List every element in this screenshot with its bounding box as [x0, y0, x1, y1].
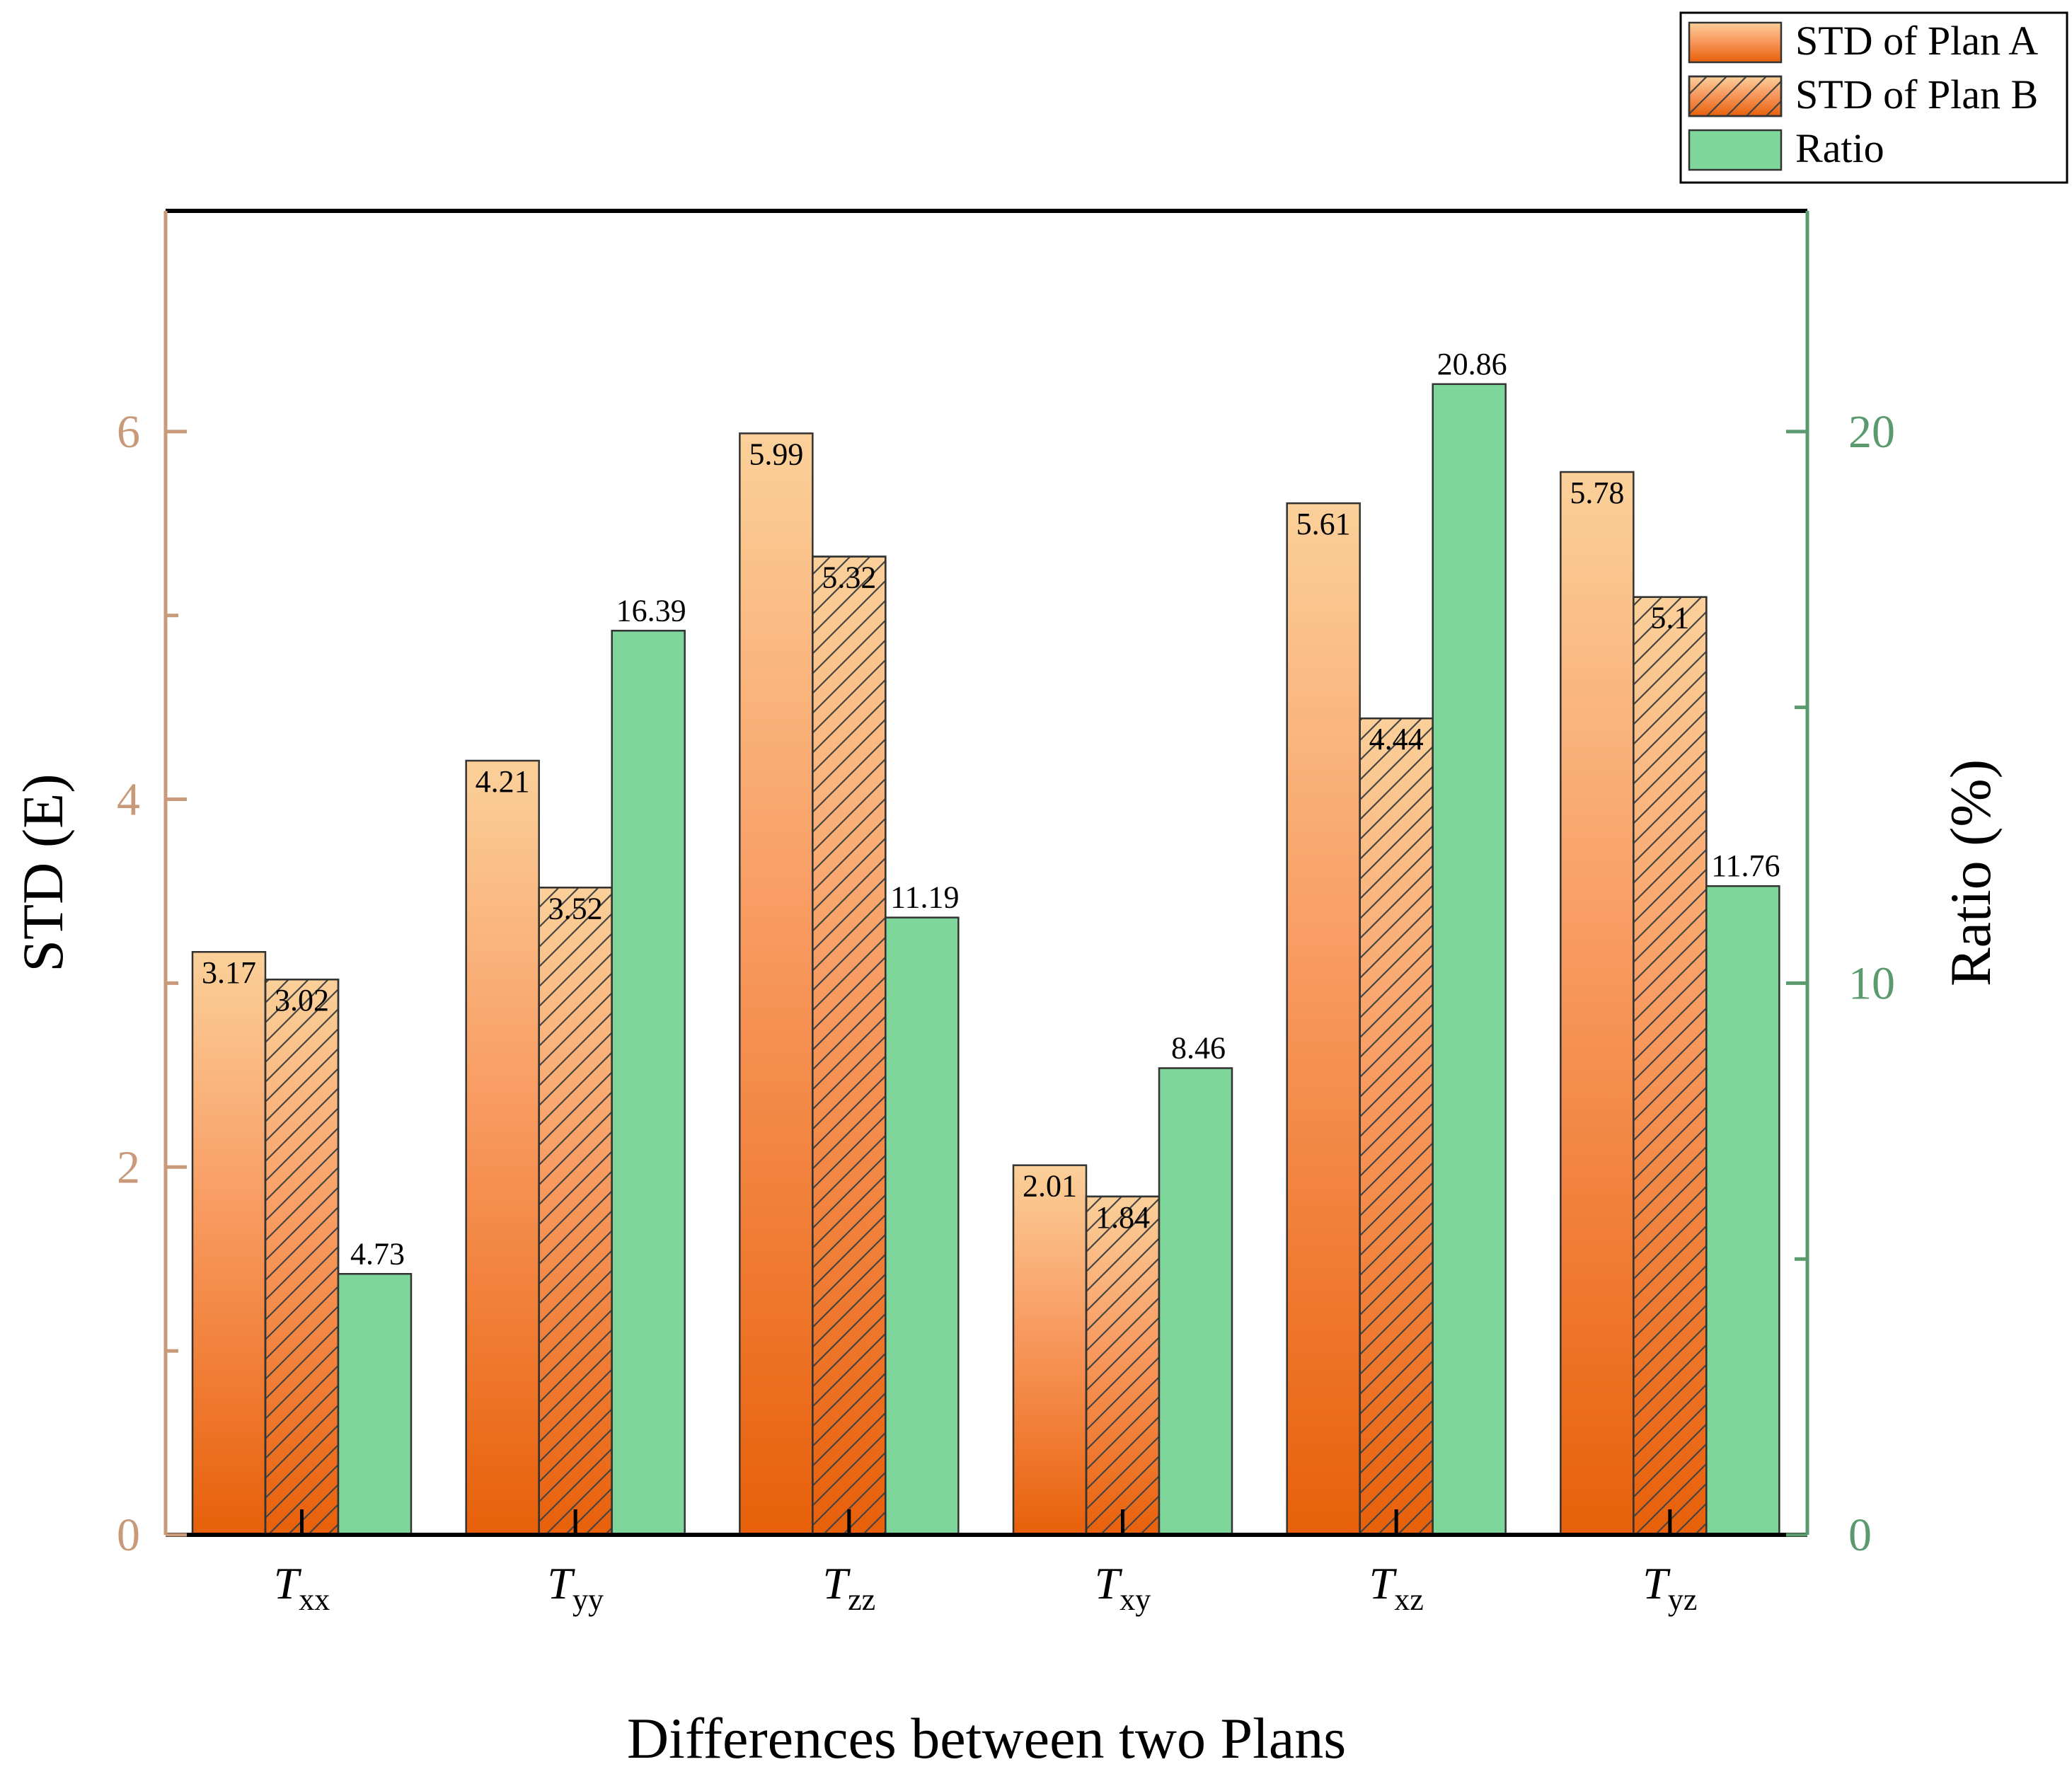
bar-std-of-plan-b-tyy-hatch — [538, 887, 613, 1536]
data-label: 5.1 — [1650, 601, 1689, 635]
bar-ratio-txy — [1158, 1067, 1233, 1536]
y-axis-title: STD (E) — [11, 773, 75, 972]
y-tick-label: 0 — [117, 1509, 140, 1561]
bar-std-of-plan-b-tyz-hatch — [1633, 596, 1708, 1536]
data-label: 5.32 — [822, 560, 876, 595]
bar-std-of-plan-b-txz-hatch — [1359, 717, 1434, 1536]
bar-ratio-txx — [337, 1273, 413, 1536]
bar-std-of-plan-a-txz — [1286, 502, 1361, 1536]
y-tick-label: 4 — [117, 774, 140, 826]
legend-swatch-std-of-plan-a — [1688, 21, 1783, 64]
y2-tick-label: 10 — [1848, 957, 1895, 1009]
data-label: 2.01 — [1023, 1169, 1077, 1204]
data-label: 1.84 — [1095, 1200, 1150, 1235]
y-tick-label: 2 — [117, 1141, 140, 1193]
data-label: 5.78 — [1570, 476, 1624, 510]
y-tick-label: 6 — [117, 406, 140, 458]
bar-std-of-plan-a-tzz — [739, 432, 814, 1536]
legend-swatch-ratio — [1688, 129, 1783, 171]
x-axis-title: Differences between two Plans — [627, 1706, 1346, 1770]
data-label: 16.39 — [616, 593, 686, 628]
x-tick-label: Txx — [274, 1558, 330, 1617]
data-label: 5.99 — [749, 437, 803, 471]
x-tick-label: Tzz — [823, 1558, 876, 1617]
bar-ratio-txz — [1432, 383, 1507, 1536]
data-label: 3.02 — [275, 983, 329, 1018]
data-label: 4.44 — [1369, 722, 1424, 756]
legend-label-std-of-plan-a: STD of Plan A — [1795, 18, 2038, 64]
y2-axis-title: Ratio (%) — [1938, 759, 2003, 986]
legend-label-ratio: Ratio — [1795, 125, 1884, 171]
bar-ratio-tzz — [885, 916, 960, 1536]
x-tick-label: Txy — [1095, 1558, 1151, 1617]
data-label: 3.52 — [548, 891, 603, 926]
data-label: 3.17 — [202, 955, 256, 990]
bar-std-of-plan-b-tzz-hatch — [812, 555, 887, 1536]
data-label: 20.86 — [1437, 347, 1507, 381]
x-tick-label: Tyy — [547, 1558, 604, 1617]
data-label: 4.73 — [350, 1236, 405, 1271]
data-label: 8.46 — [1171, 1030, 1226, 1065]
y2-tick-label: 0 — [1848, 1509, 1872, 1561]
bar-std-of-plan-b-txy-hatch — [1085, 1195, 1161, 1536]
data-label: 11.19 — [890, 880, 959, 915]
legend-swatch-hatch — [1688, 75, 1783, 117]
data-label: 11.76 — [1711, 848, 1780, 883]
bar-std-of-plan-a-tyy — [465, 759, 540, 1536]
y2-tick-label: 20 — [1848, 406, 1895, 458]
data-label: 5.61 — [1296, 507, 1351, 541]
bar-std-of-plan-b-txx-hatch — [264, 978, 340, 1536]
legend-label-std-of-plan-b: STD of Plan B — [1795, 71, 2038, 117]
bar-std-of-plan-a-txx — [191, 950, 267, 1536]
x-tick-label: Txz — [1369, 1558, 1424, 1617]
data-label: 4.21 — [476, 764, 530, 799]
bar-ratio-tyz — [1705, 885, 1780, 1536]
bar-ratio-tyy — [611, 630, 686, 1536]
bar-std-of-plan-a-txy — [1012, 1164, 1088, 1536]
bar-std-of-plan-a-tyz — [1560, 471, 1635, 1536]
x-tick-label: Tyz — [1642, 1558, 1697, 1617]
